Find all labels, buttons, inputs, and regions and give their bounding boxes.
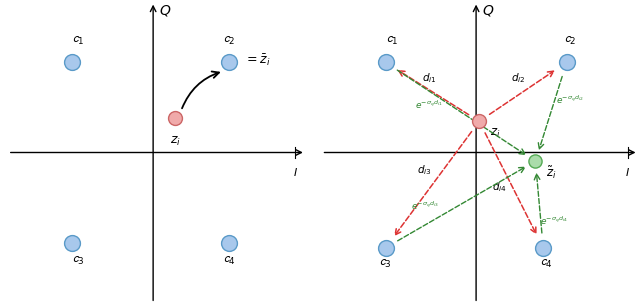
Text: $\mathcal{c}_1$: $\mathcal{c}_1$ <box>72 34 84 47</box>
Text: $z_i$: $z_i$ <box>490 127 500 140</box>
Text: $\mathcal{c}_4$: $\mathcal{c}_4$ <box>223 254 236 267</box>
Text: $e^{-\sigma_q d_{i2}}$: $e^{-\sigma_q d_{i2}}$ <box>556 94 584 106</box>
Text: $Q$: $Q$ <box>159 3 172 18</box>
Point <box>67 60 77 65</box>
Point <box>561 60 572 65</box>
Text: $\mathcal{c}_3$: $\mathcal{c}_3$ <box>72 254 84 267</box>
Text: $e^{-\sigma_q d_{i3}}$: $e^{-\sigma_q d_{i3}}$ <box>410 199 438 212</box>
Text: $d_{i3}$: $d_{i3}$ <box>417 163 431 177</box>
Point <box>170 115 180 120</box>
Point <box>224 240 234 245</box>
Text: $\tilde{z}_i$: $\tilde{z}_i$ <box>547 165 557 181</box>
Point <box>224 60 234 65</box>
Text: $I$: $I$ <box>293 166 298 178</box>
Text: $\mathcal{c}_3$: $\mathcal{c}_3$ <box>380 257 392 270</box>
Point <box>474 119 484 124</box>
Text: $Q$: $Q$ <box>483 3 495 18</box>
Point <box>380 60 390 65</box>
Text: $d_{i2}$: $d_{i2}$ <box>511 71 525 85</box>
Text: $I$: $I$ <box>625 166 630 178</box>
Text: $e^{-\sigma_q d_{i1}}$: $e^{-\sigma_q d_{i1}}$ <box>415 99 443 111</box>
Point <box>67 240 77 245</box>
Text: $d_{i4}$: $d_{i4}$ <box>492 181 507 194</box>
Point <box>538 245 548 250</box>
Text: $\mathcal{c}_2$: $\mathcal{c}_2$ <box>564 34 576 47</box>
Text: $d_{i1}$: $d_{i1}$ <box>422 71 436 85</box>
Text: $= \bar{z}_i$: $= \bar{z}_i$ <box>244 53 271 68</box>
Point <box>380 245 390 250</box>
Text: $\mathcal{c}_2$: $\mathcal{c}_2$ <box>223 34 236 47</box>
Point <box>531 159 541 163</box>
Text: $\mathcal{c}_4$: $\mathcal{c}_4$ <box>540 257 553 270</box>
Text: $e^{-\sigma_q d_{i4}}$: $e^{-\sigma_q d_{i4}}$ <box>540 215 568 227</box>
Text: $\mathcal{c}_1$: $\mathcal{c}_1$ <box>385 34 398 47</box>
Text: $z_i$: $z_i$ <box>170 135 180 148</box>
